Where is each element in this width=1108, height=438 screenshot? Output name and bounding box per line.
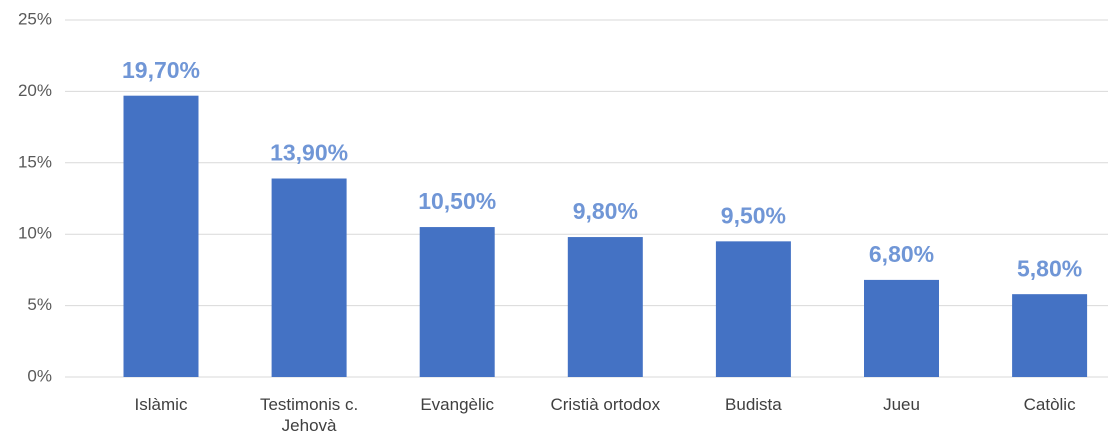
y-tick-label: 15% xyxy=(18,152,52,171)
bar xyxy=(271,178,347,377)
x-tick-label: Catòlic xyxy=(1023,395,1076,414)
bar xyxy=(1012,294,1088,377)
value-label: 9,80% xyxy=(573,198,638,224)
value-label: 6,80% xyxy=(869,241,934,267)
x-tick-label: Jueu xyxy=(883,395,920,414)
value-label: 5,80% xyxy=(1017,255,1082,281)
x-tick-label: Islàmic xyxy=(134,395,188,414)
bar xyxy=(715,241,791,377)
value-label: 19,70% xyxy=(122,57,200,83)
bar xyxy=(123,95,199,378)
y-tick-label: 25% xyxy=(18,9,52,28)
y-tick-label: 20% xyxy=(18,81,52,100)
value-label: 13,90% xyxy=(270,140,348,166)
value-label: 10,50% xyxy=(418,188,496,214)
bar xyxy=(419,227,495,377)
value-label: 9,50% xyxy=(721,202,786,228)
y-tick-label: 0% xyxy=(27,366,52,385)
bar xyxy=(864,279,939,377)
x-tick-label: Cristià ortodox xyxy=(550,395,661,414)
x-tick-label: Evangèlic xyxy=(420,395,495,414)
y-tick-label: 10% xyxy=(18,224,52,243)
bar xyxy=(567,237,643,377)
x-tick-label: Budista xyxy=(725,395,782,414)
x-tick-label: Testimonis c. Jehovà xyxy=(259,395,359,435)
y-tick-label: 5% xyxy=(27,295,52,314)
